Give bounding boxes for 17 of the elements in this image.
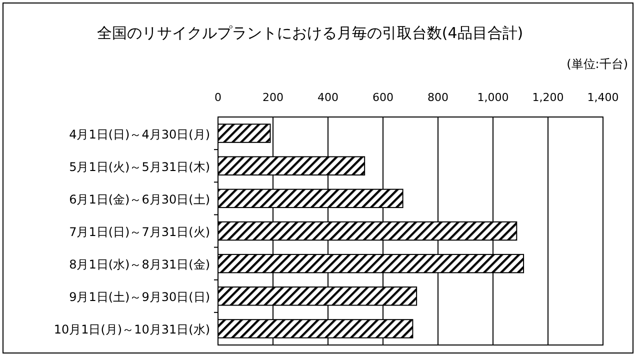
x-tick-label: 1,000 <box>477 91 509 104</box>
y-tick-label: 9月1日(土)～9月30日(日) <box>69 290 210 304</box>
y-tick-label: 5月1日(火)～5月31日(木) <box>69 160 210 174</box>
y-tick-label: 4月1日(日)～4月30日(月) <box>69 127 210 142</box>
x-tick-label: 600 <box>372 91 394 104</box>
x-tick-label: 800 <box>428 91 448 104</box>
text: (単位:千台) <box>566 57 628 71</box>
x-tick-label: 1,200 <box>532 91 564 104</box>
x-tick-label: 400 <box>318 91 338 104</box>
y-tick-label: 7月1日(日)～7月31日(火) <box>69 225 210 239</box>
chart-title: 全国のリサイクルプラントにおける月毎の引取台数(4品目合計) <box>96 24 524 42</box>
y-tick-label: 8月1日(水)～8月31日(金) <box>69 258 210 272</box>
x-tick-label: 0 <box>214 91 222 104</box>
x-tick-label: 200 <box>262 91 284 104</box>
x-tick-label: 1,400 <box>587 91 619 104</box>
y-tick-label: 10月1日(月)～10月31日(水) <box>54 322 210 337</box>
y-tick-label: 6月1日(金)～6月30日(土) <box>69 192 210 206</box>
